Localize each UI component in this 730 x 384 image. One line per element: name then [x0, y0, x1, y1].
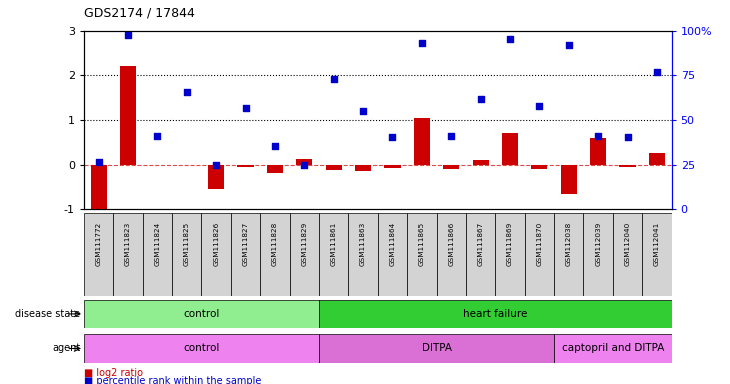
Text: GSM111827: GSM111827 [242, 221, 248, 266]
Bar [525, 213, 554, 296]
Bar [620, 165, 636, 167]
Text: captopril and DITPA: captopril and DITPA [561, 343, 664, 354]
Bar [201, 213, 231, 296]
Bar [466, 213, 495, 296]
Bar [414, 118, 430, 165]
Bar [583, 213, 613, 296]
Text: DITPA: DITPA [421, 343, 452, 354]
Bar [590, 138, 606, 165]
Point [328, 76, 339, 83]
Bar [378, 213, 407, 296]
Bar [531, 165, 548, 169]
Bar [84, 334, 319, 363]
Text: GSM112041: GSM112041 [654, 221, 660, 266]
Bar [561, 165, 577, 194]
Point [210, 162, 222, 168]
Point [416, 40, 428, 46]
Text: GSM111865: GSM111865 [419, 221, 425, 266]
Bar [84, 213, 113, 296]
Bar [407, 213, 437, 296]
Bar [231, 213, 260, 296]
Text: ■ percentile rank within the sample: ■ percentile rank within the sample [84, 376, 261, 384]
Point [181, 89, 193, 95]
Text: GSM111867: GSM111867 [477, 221, 483, 266]
Bar [502, 133, 518, 165]
Text: control: control [183, 309, 220, 319]
Text: GSM111869: GSM111869 [507, 221, 513, 266]
Text: GSM112038: GSM112038 [566, 221, 572, 266]
Bar [326, 165, 342, 170]
Point [651, 69, 663, 75]
Bar [443, 165, 459, 169]
Point [357, 108, 369, 114]
Text: GSM111866: GSM111866 [448, 221, 454, 266]
Bar [355, 165, 371, 171]
Point [299, 162, 310, 168]
Bar [495, 213, 525, 296]
Bar [84, 300, 319, 328]
Bar [237, 165, 253, 167]
Bar [348, 213, 378, 296]
Bar [120, 66, 136, 165]
Text: GSM111870: GSM111870 [537, 221, 542, 266]
Bar [613, 213, 642, 296]
Point [387, 134, 399, 140]
Text: ■ log2 ratio: ■ log2 ratio [84, 368, 143, 378]
Text: GSM111828: GSM111828 [272, 221, 278, 266]
Point [239, 104, 251, 111]
Point [504, 36, 516, 42]
Bar [290, 213, 319, 296]
Text: GSM111824: GSM111824 [155, 221, 161, 266]
Point [122, 32, 134, 38]
Point [152, 132, 164, 139]
Text: disease state: disease state [15, 309, 80, 319]
Text: control: control [183, 343, 220, 354]
Bar [296, 159, 312, 165]
Text: GSM111823: GSM111823 [125, 221, 131, 266]
Bar [260, 213, 290, 296]
Text: GSM111826: GSM111826 [213, 221, 219, 266]
Text: agent: agent [52, 343, 80, 354]
Bar [649, 154, 665, 165]
Bar [319, 300, 672, 328]
Point [592, 132, 604, 139]
Bar [554, 334, 672, 363]
Bar [319, 213, 348, 296]
Bar [385, 165, 401, 168]
Bar [143, 213, 172, 296]
Text: GSM111861: GSM111861 [331, 221, 337, 266]
Point [269, 143, 281, 149]
Bar [319, 334, 554, 363]
Text: GSM111829: GSM111829 [301, 221, 307, 266]
Point [474, 96, 486, 102]
Point [622, 134, 634, 140]
Bar [437, 213, 466, 296]
Point [563, 42, 575, 48]
Point [93, 159, 104, 166]
Point [534, 103, 545, 109]
Text: GSM111825: GSM111825 [184, 221, 190, 266]
Bar [91, 165, 107, 209]
Text: GDS2174 / 17844: GDS2174 / 17844 [84, 6, 195, 19]
Bar [172, 213, 201, 296]
Bar [208, 165, 224, 189]
Bar [472, 160, 488, 165]
Text: heart failure: heart failure [463, 309, 528, 319]
Point [445, 132, 457, 139]
Text: GSM111772: GSM111772 [96, 221, 101, 266]
Bar [554, 213, 583, 296]
Text: GSM112040: GSM112040 [625, 221, 631, 266]
Text: GSM112039: GSM112039 [595, 221, 601, 266]
Bar [113, 213, 143, 296]
Text: GSM111864: GSM111864 [390, 221, 396, 266]
Bar [267, 165, 283, 173]
Bar [642, 213, 672, 296]
Text: GSM111863: GSM111863 [360, 221, 366, 266]
